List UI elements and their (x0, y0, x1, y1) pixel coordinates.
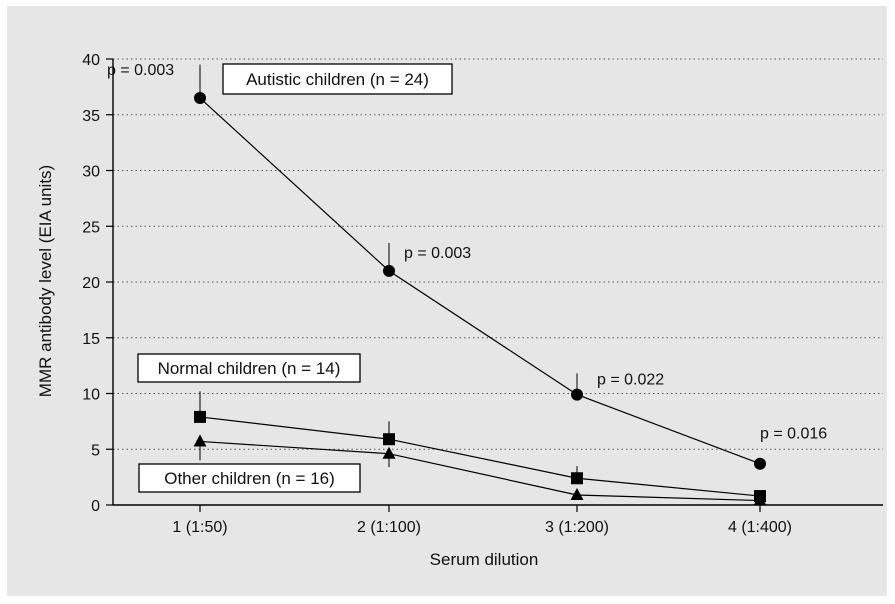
series-circle (194, 64, 766, 470)
data-point-circle (571, 388, 583, 401)
y-tick-label: 15 (82, 331, 100, 348)
y-tick-label: 25 (82, 219, 100, 236)
data-point-circle (194, 92, 206, 105)
series-line (199, 440, 761, 502)
chart-background (7, 6, 887, 596)
p-value-annotation: p = 0.003 (404, 245, 471, 262)
series-line (199, 97, 761, 465)
data-point-triangle (753, 493, 767, 506)
p-value-annotation: p = 0.003 (107, 62, 174, 79)
y-axis-label: MMR antibody level (EIA units) (36, 165, 55, 397)
legend-label: Other children (n = 16) (164, 469, 335, 488)
y-tick-label: 35 (82, 108, 100, 125)
series-line (199, 416, 761, 497)
legend-box-triangle: Other children (n = 16) (138, 463, 361, 493)
x-tick-label: 3 (1:200) (545, 519, 609, 536)
series-layer (193, 64, 767, 506)
x-axis-label: Serum dilution (430, 550, 539, 569)
y-tick-label: 10 (82, 387, 100, 404)
legend-frame (137, 353, 361, 383)
annotation-layer: p = 0.003 p = 0.003 p = 0.022 p = 0.016 (107, 62, 827, 443)
legend-box-square: Normal children (n = 14) (137, 353, 361, 383)
legend-layer: Autistic children (n = 24) Normal childre… (137, 63, 453, 493)
data-point-triangle (570, 487, 584, 500)
y-tick-label: 40 (82, 52, 100, 69)
data-point-square (194, 410, 206, 423)
y-tick-label: 0 (91, 498, 100, 515)
data-point-circle (754, 457, 766, 470)
legend-label: Autistic children (n = 24) (246, 70, 429, 89)
x-tick-label: 4 (1:400) (728, 519, 792, 536)
data-point-triangle (382, 446, 396, 459)
series-square (194, 391, 766, 503)
data-point-square (383, 433, 395, 446)
data-point-triangle (193, 434, 207, 447)
p-value-annotation: p = 0.022 (597, 372, 664, 389)
legend-frame (222, 63, 453, 95)
series-triangle (193, 434, 767, 506)
x-tick-label: 2 (1:100) (357, 519, 421, 536)
legend-box-circle: Autistic children (n = 24) (222, 63, 453, 95)
y-tick-label: 5 (91, 442, 100, 459)
legend-label: Normal children (n = 14) (158, 359, 341, 378)
x-tick-label: 1 (1:50) (172, 519, 227, 536)
y-tick-label: 20 (82, 275, 100, 292)
y-tick-label: 30 (82, 164, 100, 181)
p-value-annotation: p = 0.016 (760, 426, 827, 443)
data-point-square (571, 472, 583, 485)
legend-frame (138, 463, 361, 493)
data-point-circle (383, 264, 395, 277)
